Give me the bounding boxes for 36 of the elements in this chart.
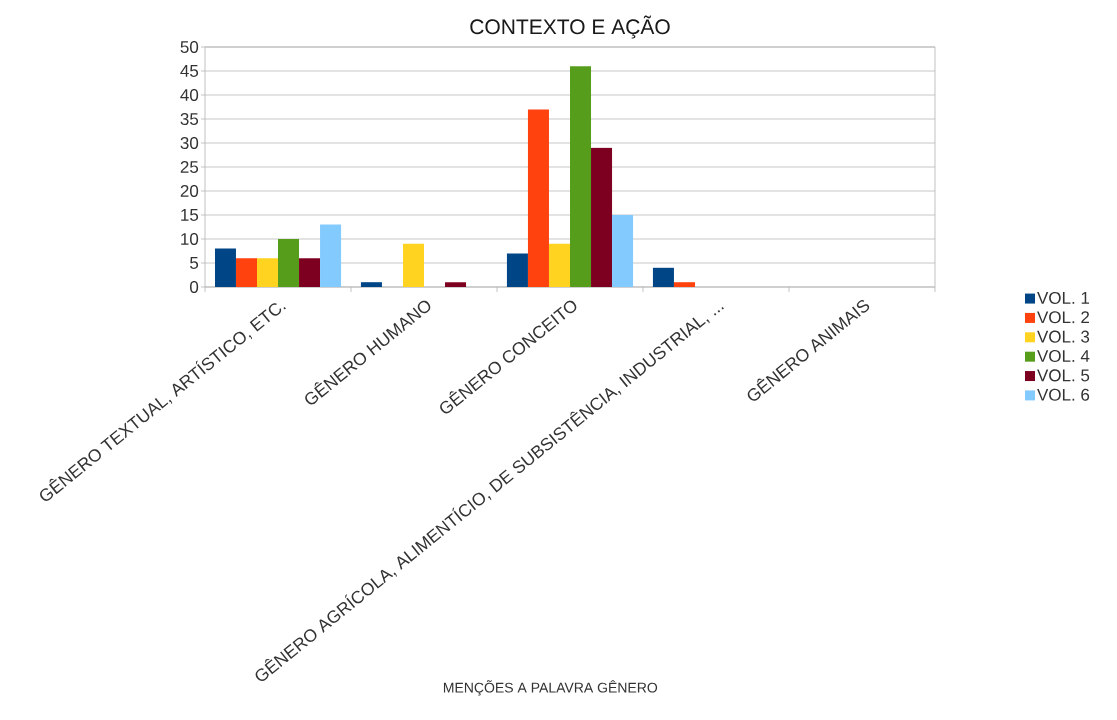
bar xyxy=(548,243,570,287)
y-tick-label: 0 xyxy=(190,280,199,294)
y-tick-label: 15 xyxy=(181,209,199,221)
bar xyxy=(652,267,674,287)
bar xyxy=(445,282,467,287)
bar xyxy=(402,243,424,287)
y-tick-label: 40 xyxy=(180,88,199,102)
bar xyxy=(256,258,278,287)
y-tick-label: 20 xyxy=(180,184,199,198)
bar xyxy=(612,214,634,287)
legend-label: VOL. 4 xyxy=(1037,349,1090,363)
y-tick-label: 30 xyxy=(180,136,199,150)
y-tick-label: 50 xyxy=(180,40,199,54)
y-tick-label: 35 xyxy=(180,112,199,126)
bar xyxy=(570,66,592,287)
bar xyxy=(527,109,549,287)
legend-label: VOL. 1 xyxy=(1037,291,1090,304)
legend-label: VOL. 5 xyxy=(1037,369,1090,382)
bar xyxy=(591,147,613,287)
y-tick-label: 5 xyxy=(190,257,199,269)
x-axis-title: MENÇÕES A PALAVRA GÊNERO xyxy=(443,680,658,696)
bar xyxy=(320,224,342,287)
y-tick-label: 25 xyxy=(180,160,199,174)
legend-label: VOL. 2 xyxy=(1037,311,1090,324)
legend-label: VOL. 6 xyxy=(1037,388,1090,401)
bar xyxy=(235,258,257,287)
bar xyxy=(506,253,528,287)
y-tick-label: 10 xyxy=(181,232,199,246)
bar xyxy=(360,282,382,287)
legend-label: VOL. 3 xyxy=(1037,330,1090,343)
bar xyxy=(214,248,236,287)
bar xyxy=(673,282,695,287)
bar xyxy=(299,258,321,287)
y-tick-label: 45 xyxy=(180,65,199,77)
bar xyxy=(278,238,300,287)
chart-title: CONTEXTO E AÇÃO xyxy=(470,15,670,39)
